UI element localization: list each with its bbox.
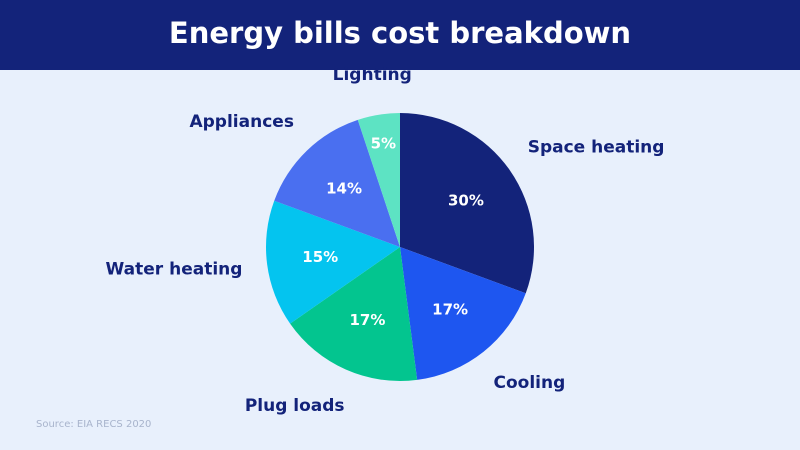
category-label: Appliances (189, 112, 293, 132)
source-note: Source: EIA RECS 2020 (36, 419, 151, 430)
value-label: 17% (432, 300, 468, 318)
value-label: 17% (350, 311, 386, 329)
pie-slice (357, 113, 400, 247)
value-label: 14% (326, 180, 362, 198)
value-label: 5% (371, 134, 396, 152)
value-label: 15% (302, 248, 338, 266)
category-label: Lighting (333, 65, 412, 85)
pie-slice (265, 200, 400, 324)
header-bar (0, 0, 800, 70)
pie-slice (400, 113, 534, 294)
category-label: Cooling (493, 373, 565, 393)
pie-slice (290, 247, 418, 381)
category-label: Plug loads (245, 396, 345, 416)
value-label: 30% (448, 192, 484, 210)
category-label: Space heating (528, 137, 665, 157)
chart-title: Energy bills cost breakdown (169, 16, 631, 50)
category-label: Water heating (106, 259, 243, 279)
pie-slice (274, 119, 400, 247)
pie-slice (400, 247, 526, 380)
